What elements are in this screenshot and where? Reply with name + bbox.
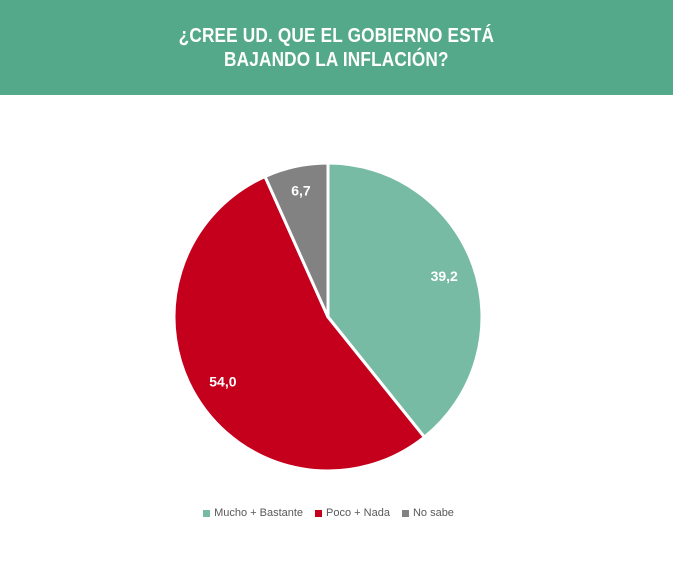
- legend-entry: Mucho + Bastante: [203, 507, 303, 519]
- pie-data-label: 6,7: [291, 183, 311, 199]
- chart-title-line-1: ¿CREE UD. QUE EL GOBIERNO ESTÁ: [178, 24, 495, 47]
- legend-entry: Poco + Nada: [315, 507, 390, 519]
- pie-slice-poco-nada: [172, 174, 426, 473]
- legend-label: Poco + Nada: [326, 507, 390, 519]
- legend-swatch: [401, 509, 409, 517]
- pie-slices: [172, 161, 484, 473]
- legend-label: No sabe: [412, 507, 454, 519]
- legend-swatch: [315, 509, 323, 517]
- chart-title: ¿CREE UD. QUE EL GOBIERNO ESTÁ BAJANDO L…: [179, 24, 494, 72]
- pie-data-label: 39,2: [431, 268, 458, 284]
- pie-slice-no-sabe: [263, 161, 330, 319]
- legend-label: Mucho + Bastante: [214, 507, 304, 519]
- pie-slice-mucho-bastante: [326, 161, 484, 439]
- pie-data-label: 54,0: [209, 373, 236, 389]
- pie-labels: 39,2 54,0 6,7: [209, 183, 458, 390]
- chart-legend: Mucho + Bastante Poco + Nada No sabe: [0, 507, 665, 519]
- legend-entry: No sabe: [401, 507, 454, 519]
- chart-title-line-2: BAJANDO LA INFLACIÓN?: [224, 48, 449, 71]
- header-banner: ¿CREE UD. QUE EL GOBIERNO ESTÁ BAJANDO L…: [0, 0, 673, 95]
- legend-swatch: [203, 509, 211, 517]
